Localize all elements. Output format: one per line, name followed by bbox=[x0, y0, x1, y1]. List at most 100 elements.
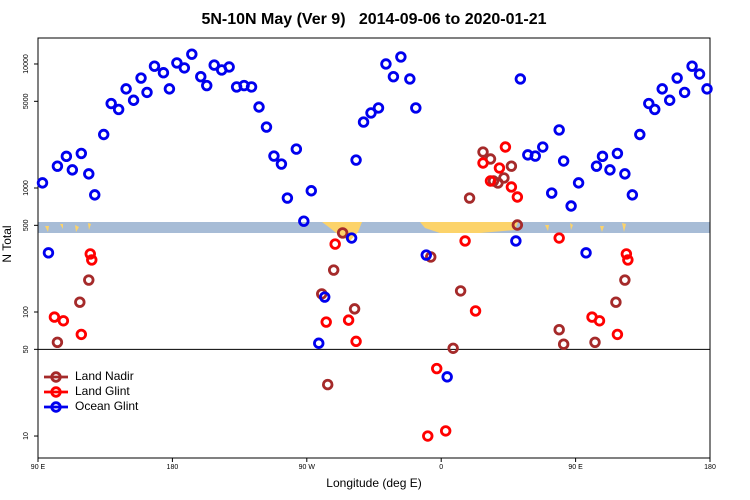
point bbox=[447, 342, 459, 354]
point bbox=[439, 425, 452, 437]
point bbox=[678, 86, 691, 99]
point bbox=[620, 248, 633, 260]
x-tick-label: 90 E bbox=[568, 464, 583, 471]
point bbox=[671, 72, 683, 84]
point bbox=[298, 215, 310, 227]
point bbox=[626, 189, 639, 201]
point bbox=[493, 162, 506, 174]
point bbox=[268, 150, 280, 162]
point bbox=[322, 378, 334, 391]
point bbox=[42, 247, 55, 259]
x-tick-label: 180 bbox=[167, 464, 179, 471]
point bbox=[387, 70, 400, 83]
legend-label: Land Glint bbox=[75, 384, 130, 398]
point bbox=[511, 219, 524, 231]
point bbox=[634, 128, 646, 141]
point bbox=[546, 187, 558, 199]
point bbox=[320, 316, 332, 328]
point bbox=[441, 371, 453, 383]
point bbox=[656, 83, 668, 95]
point bbox=[619, 274, 631, 286]
legend-marker bbox=[50, 401, 62, 413]
point bbox=[463, 192, 476, 204]
y-tick-label: 10 bbox=[23, 432, 30, 440]
point bbox=[51, 336, 64, 348]
point bbox=[195, 70, 207, 83]
y-tick-label: 5000 bbox=[23, 93, 30, 109]
point bbox=[622, 254, 634, 266]
point bbox=[281, 192, 294, 204]
point bbox=[178, 62, 191, 74]
point bbox=[643, 97, 655, 110]
y-tick-label: 10000 bbox=[23, 54, 30, 74]
point bbox=[84, 248, 96, 260]
point bbox=[86, 254, 98, 266]
x-tick-label: 90 W bbox=[299, 464, 316, 471]
point bbox=[66, 164, 79, 176]
point bbox=[75, 328, 88, 341]
point bbox=[580, 247, 592, 259]
point bbox=[505, 160, 518, 172]
point bbox=[253, 101, 265, 113]
map-strip bbox=[38, 222, 710, 241]
legend-label: Land Nadir bbox=[75, 369, 134, 383]
point bbox=[529, 150, 541, 162]
point bbox=[537, 141, 549, 153]
point bbox=[454, 285, 467, 297]
point bbox=[60, 150, 73, 163]
point bbox=[305, 185, 317, 197]
point bbox=[89, 189, 101, 201]
x-tick-label: 180 bbox=[704, 464, 716, 471]
point bbox=[431, 362, 443, 375]
point bbox=[572, 177, 585, 189]
point bbox=[422, 430, 434, 442]
point bbox=[223, 61, 235, 73]
legend-label: Ocean Glint bbox=[75, 399, 139, 413]
point bbox=[57, 315, 70, 327]
point bbox=[357, 116, 370, 128]
point bbox=[395, 51, 407, 63]
point bbox=[135, 72, 147, 84]
point bbox=[327, 264, 340, 276]
point bbox=[148, 60, 161, 72]
point bbox=[593, 315, 606, 327]
point bbox=[275, 158, 288, 170]
point bbox=[610, 296, 622, 308]
legend-marker bbox=[50, 386, 62, 398]
point bbox=[380, 58, 392, 70]
point bbox=[208, 59, 220, 71]
point bbox=[345, 232, 358, 244]
point bbox=[171, 57, 183, 69]
y-tick-label: 100 bbox=[23, 306, 30, 318]
y-axis-label: N Total bbox=[0, 225, 14, 262]
point bbox=[484, 175, 497, 187]
point bbox=[141, 86, 153, 99]
point bbox=[342, 314, 355, 326]
point bbox=[477, 146, 489, 158]
x-axis-label: Longitude (deg E) bbox=[326, 476, 421, 490]
point bbox=[589, 336, 601, 348]
point bbox=[459, 235, 471, 247]
point bbox=[350, 335, 362, 348]
point bbox=[499, 141, 512, 153]
point bbox=[127, 94, 140, 106]
y-tick-label: 500 bbox=[23, 219, 30, 231]
point bbox=[498, 172, 510, 184]
point bbox=[112, 103, 125, 116]
point bbox=[120, 83, 132, 95]
point bbox=[157, 67, 170, 79]
point bbox=[553, 124, 565, 136]
point bbox=[557, 155, 570, 167]
point bbox=[590, 160, 603, 172]
point bbox=[514, 73, 527, 85]
chart-title: 5N-10N May (Ver 9) 2014-09-06 to 2020-01… bbox=[201, 11, 546, 28]
point bbox=[511, 191, 524, 203]
point bbox=[611, 147, 624, 160]
point bbox=[663, 94, 676, 106]
point bbox=[329, 238, 341, 250]
point bbox=[348, 303, 361, 315]
point bbox=[557, 338, 570, 350]
point bbox=[420, 249, 432, 261]
point bbox=[604, 164, 616, 176]
point bbox=[36, 177, 49, 189]
